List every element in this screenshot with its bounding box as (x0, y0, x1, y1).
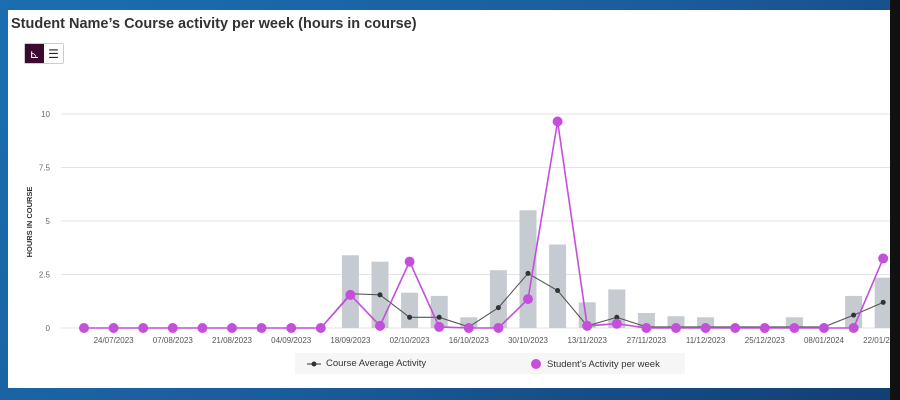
student-activity-point (611, 318, 622, 329)
course-average-point (407, 314, 413, 320)
student-activity-point (523, 294, 533, 305)
legend-line-marker-icon (307, 361, 321, 366)
student-activity-point (227, 323, 237, 333)
course-average-point (614, 314, 620, 320)
x-tick-label: 02/10/2023 (390, 336, 431, 345)
x-tick-label: 13/11/2023 (567, 336, 607, 345)
student-activity-point (848, 323, 859, 333)
chart-view-icon: ⊾ (29, 46, 40, 61)
student-activity-point (375, 320, 385, 331)
bar (549, 244, 567, 328)
student-activity-point (730, 323, 741, 333)
student-activity-point (789, 323, 800, 333)
course-average-point (495, 305, 501, 311)
student-activity-point (315, 323, 326, 333)
chart-panel: Student Name’s Course activity per week … (8, 10, 890, 388)
x-tick-label: 22/01/2024 (863, 336, 890, 345)
student-activity-point (256, 323, 267, 333)
x-tick-label: 16/10/2023 (449, 336, 490, 345)
y-tick-label: 7.5 (39, 164, 51, 173)
legend-item-course-average[interactable]: Course Average Activity (307, 358, 426, 369)
student-activity-point (167, 323, 178, 333)
y-axis-label: HOURS IN COURSE (25, 187, 34, 258)
student-activity-point (79, 323, 89, 333)
x-tick-label: 25/12/2023 (745, 336, 786, 345)
student-activity-point (404, 256, 415, 267)
view-toggle: ⊾ ☰ (24, 43, 64, 64)
x-tick-label: 24/07/2023 (94, 336, 135, 345)
bar (637, 313, 655, 328)
course-average-point (851, 312, 857, 318)
student-activity-point (197, 323, 208, 333)
student-activity-point (671, 323, 681, 333)
screen-edge (890, 0, 900, 400)
x-tick-label: 27/11/2023 (627, 336, 667, 345)
student-activity-point (434, 321, 445, 332)
student-activity-point (463, 323, 474, 333)
bar (519, 210, 537, 328)
bar (489, 270, 507, 328)
x-tick-label: 11/12/2023 (686, 336, 726, 345)
chart-title: Student Name’s Course activity per week … (11, 16, 417, 32)
course-average-point (436, 314, 442, 320)
legend-label: Student’s Activity per week (547, 358, 660, 370)
x-tick-label: 08/01/2024 (804, 336, 845, 345)
bar (401, 292, 419, 328)
student-activity-point (286, 323, 297, 333)
student-activity-point (819, 323, 829, 333)
x-tick-label: 04/09/2023 (271, 336, 312, 345)
course-average-point (880, 299, 886, 305)
list-view-icon: ☰ (48, 46, 59, 61)
legend: Course Average Activity Student’s Activi… (295, 353, 685, 374)
y-tick-label: 0 (46, 324, 51, 333)
course-average-point (525, 270, 531, 276)
y-tick-label: 5 (46, 217, 51, 226)
student-activity-point (700, 323, 711, 333)
student-activity-point (641, 323, 652, 333)
bar (785, 317, 803, 328)
y-tick-label: 10 (41, 110, 50, 119)
chart-view-button[interactable]: ⊾ (25, 44, 44, 63)
bar (667, 316, 685, 328)
student-activity-point (552, 116, 563, 127)
legend-item-student-activity[interactable]: Student’s Activity per week (530, 358, 660, 370)
student-activity-point (759, 323, 770, 333)
course-average-point (555, 288, 561, 294)
bar (460, 317, 478, 328)
x-tick-label: 07/08/2023 (153, 336, 194, 345)
student-activity-point (493, 323, 504, 333)
x-tick-label: 21/08/2023 (212, 336, 253, 345)
chart-svg: 0 2.5 5 7.5 10 HOURS IN COURSE 24/07/2023 07/08… (25, 110, 890, 345)
student-activity-point (878, 253, 889, 264)
student-activity-point (108, 323, 119, 333)
student-activity-line (84, 121, 884, 329)
legend-dot-marker-icon (531, 359, 541, 369)
y-tick-label: 2.5 (39, 271, 51, 280)
student-activity-point (345, 289, 356, 300)
course-average-point (377, 292, 383, 298)
course-average-line (84, 272, 884, 329)
table-view-button[interactable]: ☰ (44, 44, 63, 63)
legend-label: Course Average Activity (326, 358, 427, 369)
bar (430, 295, 448, 328)
student-activity-point (138, 323, 149, 333)
x-tick-label: 18/09/2023 (330, 336, 371, 345)
x-tick-label: 30/10/2023 (508, 336, 549, 345)
student-activity-point (582, 320, 593, 331)
bar (697, 317, 715, 328)
